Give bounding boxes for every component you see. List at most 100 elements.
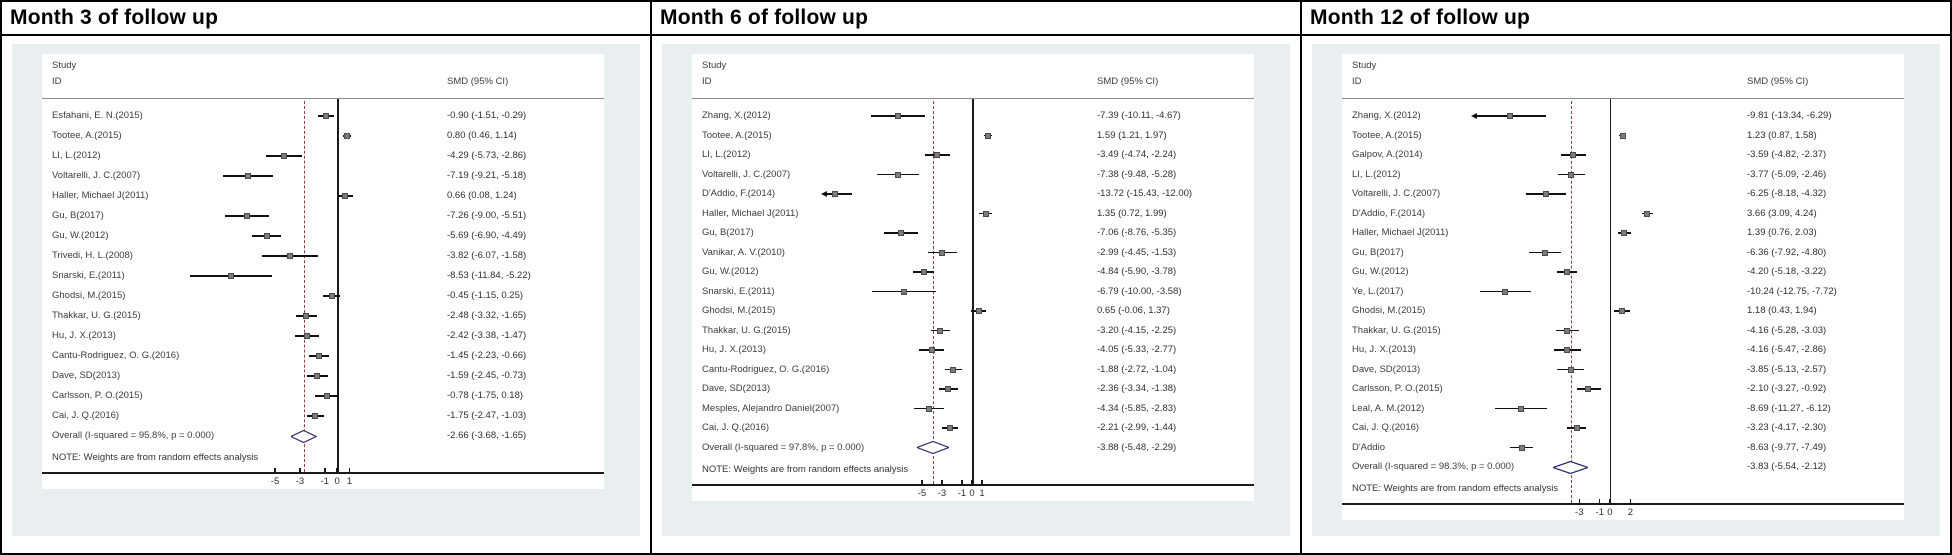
- study-label: Ye, L.(2017): [1352, 285, 1404, 297]
- overall-label: Overall (I-squared = 95.8%, p = 0.000): [52, 430, 215, 441]
- study-label: Carlsson, P. O.(2015): [1352, 383, 1443, 394]
- study-label: D'Addio: [1352, 441, 1385, 453]
- study-label: Zhang, X.(2012): [1352, 110, 1421, 121]
- study-label: Gu, B(2017): [702, 227, 754, 238]
- smd-value: -3.59 (-4.82, -2.37): [1747, 149, 1827, 160]
- study-label: Gu, W.(2012): [702, 266, 759, 277]
- effect-marker: [1518, 405, 1525, 412]
- header-divider: [42, 98, 604, 99]
- panel-title-month-3: Month 3 of follow up: [2, 2, 650, 36]
- axis-tick: [961, 479, 963, 485]
- effect-marker: [316, 353, 323, 359]
- zero-reference-line: [972, 99, 974, 484]
- id-column-header: ID: [702, 76, 712, 87]
- axis-tick-label: -1: [1595, 507, 1604, 518]
- study-label: Tootee, A.(2015): [52, 130, 122, 141]
- effect-marker: [1543, 191, 1550, 197]
- overall-label: Overall (I-squared = 98.3%, p = 0.000): [1352, 461, 1515, 472]
- id-column-header: ID: [1352, 76, 1362, 87]
- smd-value: -2.21 (-2.99, -1.44): [1097, 422, 1177, 433]
- axis-tick: [299, 468, 301, 473]
- study-label: Cantu-Rodriguez, O. G.(2016): [52, 350, 180, 361]
- study-label: Haller, Michael J(2011): [1352, 227, 1449, 238]
- study-label: Voltarelli, J. C.(2007): [702, 168, 791, 180]
- study-label: Zhang, X.(2012): [702, 110, 771, 121]
- smd-value: -4.05 (-5.33, -2.77): [1097, 344, 1177, 355]
- overall-estimate-line: [933, 101, 935, 484]
- study-label: Galpov, A.(2014): [1352, 149, 1423, 160]
- smd-value: -3.49 (-4.74, -2.24): [1097, 149, 1177, 160]
- effect-marker: [895, 113, 902, 119]
- effect-marker: [244, 173, 251, 179]
- study-label: D'Addio, F.(2014): [1352, 207, 1426, 219]
- study-label: Ghodsi, M.(2015): [702, 305, 776, 316]
- effect-marker: [1585, 386, 1592, 392]
- axis-tick-label: -3: [1575, 507, 1584, 518]
- axis-tick: [981, 479, 983, 485]
- x-axis-line: [1342, 503, 1904, 505]
- effect-marker: [898, 230, 905, 236]
- axis-tick-label: -3: [937, 487, 947, 499]
- effect-marker: [950, 366, 957, 373]
- smd-value: -0.78 (-1.75, 0.18): [447, 390, 524, 401]
- effect-marker: [342, 193, 349, 199]
- smd-value: -9.81 (-13.34, -6.29): [1747, 110, 1832, 121]
- effect-marker: [1619, 308, 1626, 314]
- effect-marker: [928, 347, 935, 353]
- smd-value: -2.48 (-3.32, -1.65): [447, 310, 527, 321]
- axis-tick-label: -5: [917, 487, 927, 499]
- panel-body: Study ID SMD (95% CI) Zhang, X.(2012) -7.39 …: [652, 44, 1300, 553]
- forest-plot-month-12: Study ID SMD (95% CI) Zhang, X.(2012) -9.81 …: [1342, 54, 1904, 520]
- smd-value: -0.90 (-1.51, -0.29): [447, 110, 527, 121]
- study-label: Mesples, Alejandro Daniel(2007): [702, 402, 840, 414]
- effect-marker: [286, 253, 293, 259]
- study-label: D'Addio, F.(2014): [702, 188, 776, 199]
- smd-value: 0.80 (0.46, 1.14): [447, 130, 517, 141]
- axis-tick: [348, 468, 351, 473]
- smd-value: 0.66 (0.08, 1.24): [447, 190, 517, 201]
- x-axis-line: [42, 472, 604, 474]
- overall-diamond: [291, 429, 317, 443]
- smd-value: 0.65 (-0.06, 1.37): [1097, 305, 1170, 316]
- panel-month-6: Month 6 of follow up Study ID SMD (95% CI)…: [650, 2, 1300, 553]
- study-column-header: Study: [1352, 60, 1377, 71]
- smd-value: -7.39 (-10.11, -4.67): [1097, 110, 1181, 121]
- study-label: Gu, W.(2012): [1352, 266, 1409, 277]
- effect-marker: [1644, 210, 1651, 217]
- effect-marker: [1573, 425, 1580, 431]
- overall-diamond: [917, 441, 950, 454]
- effect-marker: [1568, 171, 1575, 178]
- axis-tick-label: 1: [346, 476, 353, 487]
- study-column-header: Study: [52, 60, 77, 71]
- smd-value: 1.23 (0.87, 1.58): [1747, 129, 1817, 141]
- smd-value: -1.88 (-2.72, -1.04): [1097, 363, 1177, 375]
- smd-value: -3.20 (-4.15, -2.25): [1097, 324, 1177, 336]
- axis-tick-label: 0: [969, 487, 975, 499]
- study-label: Ghodsi, M.(2015): [1352, 305, 1426, 316]
- smd-value: -3.85 (-5.13, -2.57): [1747, 363, 1827, 375]
- study-label: LI, L.(2012): [1352, 168, 1401, 180]
- study-label: Haller, Michael J(2011): [702, 207, 799, 219]
- study-label: Trivedi, H. L.(2008): [52, 250, 133, 261]
- effect-marker: [303, 313, 310, 319]
- smd-column-header: SMD (95% CI): [447, 76, 509, 87]
- study-label: Tootee, A.(2015): [1352, 129, 1422, 141]
- effect-marker: [312, 413, 319, 419]
- axis-tick-label: -3: [295, 476, 305, 487]
- smd-value: -7.06 (-8.76, -5.35): [1097, 227, 1177, 238]
- study-label: Thakkar, U. G.(2015): [702, 324, 791, 336]
- effect-marker: [228, 273, 235, 279]
- axis-tick: [274, 468, 276, 473]
- smd-value: -2.10 (-3.27, -0.92): [1747, 383, 1827, 394]
- axis-tick: [1598, 499, 1601, 504]
- smd-value: -4.20 (-5.18, -3.22): [1747, 266, 1827, 277]
- plot-background: Study ID SMD (95% CI) Zhang, X.(2012) -7.39 …: [662, 44, 1290, 536]
- panel-body: Study ID SMD (95% CI) Esfahani, E. N.(2015)…: [2, 44, 650, 553]
- smd-value: 3.66 (3.09, 4.24): [1747, 207, 1817, 219]
- effect-marker: [314, 373, 321, 379]
- study-label: Tootee, A.(2015): [702, 129, 772, 141]
- ci-clipped-arrow-icon: [1471, 112, 1477, 119]
- smd-value: 1.18 (0.43, 1.94): [1747, 305, 1817, 316]
- weights-note: NOTE: Weights are from random effects an…: [702, 463, 909, 475]
- overall-smd-value: -2.66 (-3.68, -1.65): [447, 430, 527, 441]
